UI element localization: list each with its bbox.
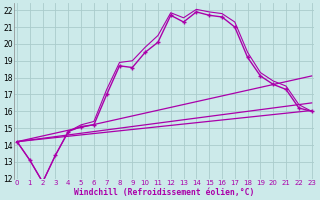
X-axis label: Windchill (Refroidissement éolien,°C): Windchill (Refroidissement éolien,°C) [74, 188, 254, 197]
